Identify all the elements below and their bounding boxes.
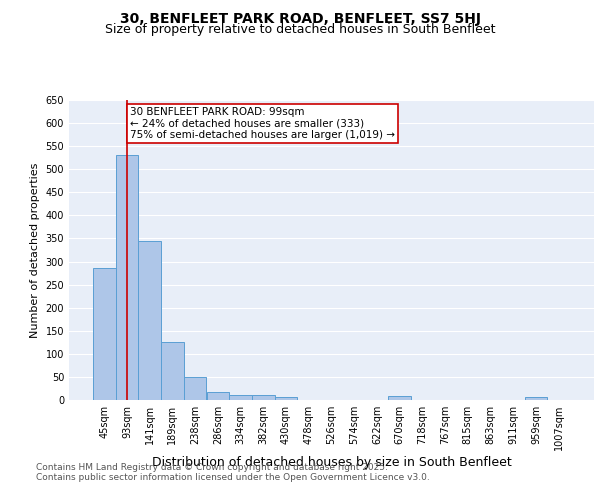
Bar: [388, 396, 411, 400]
Text: 30, BENFLEET PARK ROAD, BENFLEET, SS7 5HJ: 30, BENFLEET PARK ROAD, BENFLEET, SS7 5H…: [119, 12, 481, 26]
X-axis label: Distribution of detached houses by size in South Benfleet: Distribution of detached houses by size …: [152, 456, 511, 469]
Bar: [275, 397, 298, 400]
Text: Contains public sector information licensed under the Open Government Licence v3: Contains public sector information licen…: [36, 472, 430, 482]
Bar: [161, 342, 184, 400]
Bar: [252, 396, 275, 400]
Text: Contains HM Land Registry data © Crown copyright and database right 2025.: Contains HM Land Registry data © Crown c…: [36, 462, 388, 471]
Y-axis label: Number of detached properties: Number of detached properties: [30, 162, 40, 338]
Bar: [524, 397, 547, 400]
Text: 30 BENFLEET PARK ROAD: 99sqm
← 24% of detached houses are smaller (333)
75% of s: 30 BENFLEET PARK ROAD: 99sqm ← 24% of de…: [130, 107, 395, 140]
Bar: [229, 396, 252, 400]
Bar: [116, 156, 139, 400]
Bar: [139, 241, 161, 400]
Bar: [184, 377, 206, 400]
Text: Size of property relative to detached houses in South Benfleet: Size of property relative to detached ho…: [105, 22, 495, 36]
Bar: [93, 268, 116, 400]
Bar: [206, 392, 229, 400]
